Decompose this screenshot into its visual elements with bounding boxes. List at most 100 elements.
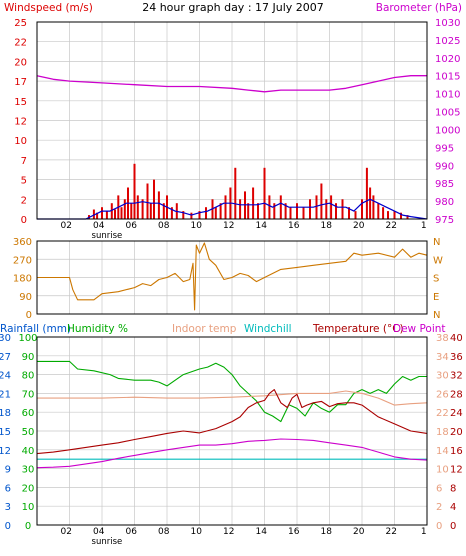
direction-compass-label: E [433,292,439,303]
rainfall-tick-label: 12 [0,446,11,457]
wind-gust-bar [348,207,350,219]
direction-panel-frame [36,240,428,315]
wind-gust-bar [92,209,95,219]
wind-gust-bar [234,167,237,219]
wind-gust-bar [302,207,305,219]
windspeed-tick-label: 10 [14,136,27,147]
rainfall-tick-label: 0 [5,521,11,532]
wind-gust-bar [325,199,328,219]
wind-gust-bar [123,199,126,219]
direction-degree-label: 0 [26,310,32,321]
wind-gust-bar [361,199,363,219]
wind-gust-bar [105,211,108,219]
wind-gust-bar [149,203,152,219]
humidity-tick-label: 50 [22,427,35,438]
wind-gust-bar [182,211,185,219]
barometer-tick-label: 1000 [435,125,460,136]
x-tick-label: 08 [158,221,170,231]
windspeed-tick-label: 5 [21,176,27,187]
humidity-tick-label: 90 [22,352,35,363]
wind-gust-bar [224,195,227,219]
wind-gust-bar [257,203,259,219]
barometer-tick-label: 1005 [435,108,460,119]
wind-gust-bar [110,203,113,219]
barometer-tick-label: 1030 [435,18,460,29]
wind-gust-bar [335,203,337,219]
wind-gust-bar [268,195,271,219]
x-tick-label: 20 [353,527,365,537]
wind-gust-bar [400,212,402,219]
wind-gust-bar [382,207,385,219]
sunrise-label: sunrise [92,537,123,547]
graph-title: 24 hour graph day : 17 July 2007 [142,1,324,14]
wind-gust-bar [406,215,409,219]
wind-gust-bar [157,191,160,219]
wind-gust-bar [101,207,103,219]
direction-degree-label: 270 [13,255,32,266]
rainfall-tick-label: 15 [0,427,11,438]
wind-average-line [37,198,428,220]
indoor-temp-tick-label: 14 [436,446,449,457]
rainfall-tick-label: 6 [5,483,11,494]
wind-gust-bar [141,199,144,219]
legend-indoor-temp: Indoor temp [172,323,237,335]
wind-gust-bar [263,167,266,219]
wind-gust-bar [377,203,380,219]
wind-gust-bar [309,199,311,219]
wind-gust-bar [130,203,133,219]
wind-gust-bar [205,207,207,219]
x-tick-label: 02 [61,527,72,537]
windspeed-tick-label: 12 [14,117,27,128]
indoor-temp-tick-label: 10 [436,465,449,476]
wind-gust-bar [190,212,193,219]
direction-compass-label: S [433,274,439,285]
wind-gust-bar [239,199,242,219]
indoor-temp-tick-label: 2 [436,502,442,513]
wind-gust-bar [284,203,287,219]
humidity-tick-label: 0 [25,521,31,532]
barometer-line [36,75,427,93]
rainfall-tick-label: 18 [0,408,11,419]
barometer-tick-label: 985 [435,179,454,190]
indoor-temp-tick-label: 22 [436,408,449,419]
rainfall-tick-label: 21 [0,389,11,400]
x-tick-label: 18 [321,527,333,537]
wind-gust-bar [369,187,372,219]
indoor-temp-tick-label: 0 [436,521,442,532]
humidity-tick-label: 80 [22,371,35,382]
temperature-tick-label: 4 [450,502,456,513]
wind-gust-bar [393,211,396,219]
wind-gust-bar [96,212,99,219]
x-tick-label: 06 [126,221,138,231]
temperature-tick-label: 8 [450,483,456,494]
windspeed-tick-label: 20 [14,57,27,68]
x-tick-label: 10 [191,527,203,537]
x-tick-label: 12 [223,221,234,231]
windspeed-tick-label: 22 [14,38,27,49]
wind-gust-bar [252,187,255,219]
x-tick-label: 1 [421,527,427,537]
x-tick-label: 1 [421,221,427,231]
barometer-tick-label: 980 [435,197,454,208]
legend-windchill: Windchill [244,323,292,335]
indoor-temp-tick-label: 6 [436,483,442,494]
legend-dew-point: Dew Point [393,323,446,335]
wind-gust-bar [330,195,333,219]
wind-gust-bar [289,207,292,219]
indoor-temp-tick-label: 30 [436,371,449,382]
humidity-tick-label: 40 [22,446,35,457]
direction-compass-label: N [433,310,440,321]
wind-gust-bar [273,203,276,219]
wind-gust-bar [170,207,173,219]
windspeed-tick-label: 7 [21,156,27,167]
sunrise-label: sunrise [92,231,123,241]
humidity-tick-label: 10 [22,502,35,513]
temperature-tick-label: 32 [450,371,463,382]
wind-gust-bar [114,209,116,219]
windspeed-tick-label: 17 [14,77,27,88]
barometer-tick-label: 1020 [435,54,460,65]
wind-gust-bar [247,203,250,219]
barometer-axis-title: Barometer (hPa) [376,2,462,14]
barometer-tick-label: 990 [435,161,454,172]
